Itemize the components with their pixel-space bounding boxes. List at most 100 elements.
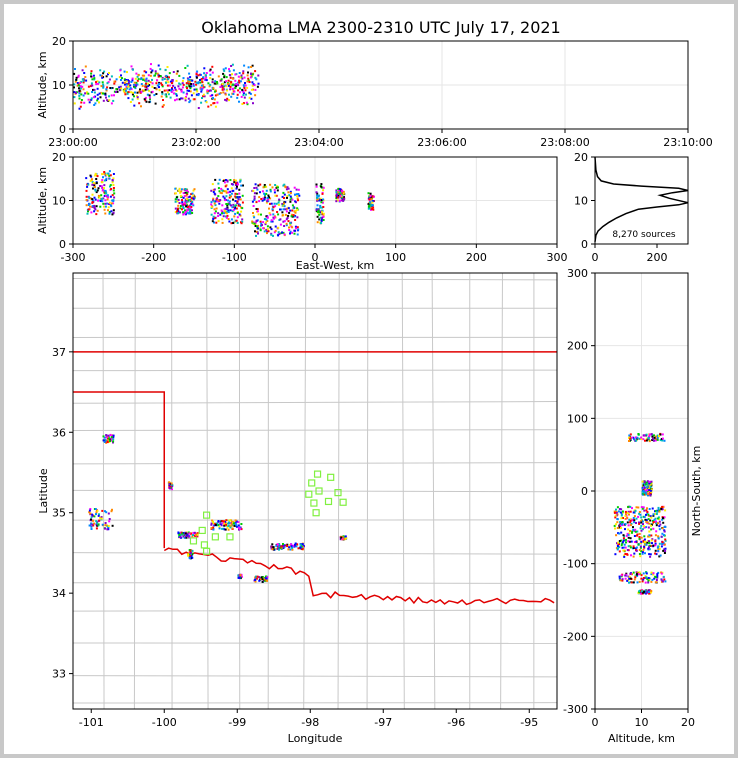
ew-source-point [230,222,233,225]
ns-xlabel: Altitude, km [608,732,675,745]
map-source-point [230,523,233,526]
time-source-point [115,88,118,90]
ns-source-point [636,436,639,439]
time-source-point [153,94,156,97]
time-source-point [102,99,105,102]
time-source-point [155,93,158,95]
time-source-point [127,85,129,88]
ns-source-point [649,483,652,486]
ew-source-point [234,212,237,215]
time-source-point [224,93,227,96]
ns-source-point [660,545,663,548]
time-source-point [168,89,171,92]
map-source-point [109,433,112,436]
ns-source-point [636,533,639,536]
time-source-point [243,76,246,79]
ns-source-point [629,572,632,575]
ew-source-point [321,216,324,219]
time-source-point [96,80,99,83]
ew-source-point [335,193,338,196]
ns-source-point [621,578,624,581]
time-source-point [180,90,183,93]
time-source-point [107,73,109,76]
ew-source-point [241,201,244,204]
map-source-point [294,543,296,546]
map-source-point [235,524,238,527]
county-line [102,273,105,709]
ns-source-point [642,492,645,495]
ns-source-point [639,527,642,530]
map-source-point [234,519,237,522]
ew-source-point [93,184,96,187]
time-source-point [93,78,96,81]
map-source-point [299,546,302,549]
time-source-point [188,80,191,83]
time-source-point [204,100,207,103]
time-source-point [123,81,126,84]
time-source-point [181,97,184,100]
ew-source-point [105,177,108,180]
ew-source-point [186,206,189,208]
ns-source-point [621,542,624,545]
ew-source-point [236,216,239,219]
time-source-point [214,80,217,83]
ns-source-point [626,521,629,524]
ns-source-point [621,579,624,582]
map-source-point [343,538,346,541]
time-source-point [147,85,150,88]
map-source-point [107,512,110,515]
ew-source-point [226,210,229,213]
ns-source-point [628,440,630,442]
time-source-point [222,91,225,94]
time-source-point [98,92,101,95]
ns-source-point [648,489,651,491]
ew-source-point [101,197,104,200]
time-source-point [145,82,147,85]
map-source-point [88,511,91,514]
map-source-point [188,553,191,556]
map-source-point [289,548,292,551]
ew-source-point [174,207,177,210]
time-source-point [139,78,142,81]
ew-source-point [185,201,188,204]
ew-source-point [234,192,237,195]
map-source-point [258,576,261,579]
time-source-point [88,101,91,104]
ew-source-point [220,209,223,212]
time-source-point [202,93,205,96]
ew-source-point [101,179,104,182]
ew-source-point [265,185,268,188]
ns-source-point [646,489,649,491]
ew-source-point [236,221,239,224]
time-source-point [91,78,94,81]
ns-source-point [638,522,641,525]
ew-source-point [237,204,240,207]
ew-source-point [341,190,344,192]
ew-source-point [184,188,187,190]
map-source-point [171,488,173,491]
map-source-point [266,576,269,579]
time-source-point [83,72,86,74]
ew-source-point [226,180,229,183]
ns-source-point [632,436,635,439]
ew-source-point [177,198,180,201]
time-source-point [250,88,253,91]
ns-source-point [635,546,638,549]
time-source-point [235,83,238,86]
ns-source-point [636,574,639,577]
ew-source-point [283,197,285,199]
ew-source-point [235,219,238,222]
ns-source-point [637,515,640,518]
time-source-point [87,92,90,95]
ew-source-point [193,197,196,200]
ew-source-point [111,194,114,197]
map-source-point [235,520,238,523]
ns-source-point [650,590,653,592]
ns-source-point [621,546,624,549]
map-source-point [182,535,185,538]
ew-source-point [318,218,321,221]
ns-source-point [632,517,635,519]
ew-source-point [112,177,115,180]
lma-station-marker [310,499,318,507]
time-source-point [251,84,254,87]
